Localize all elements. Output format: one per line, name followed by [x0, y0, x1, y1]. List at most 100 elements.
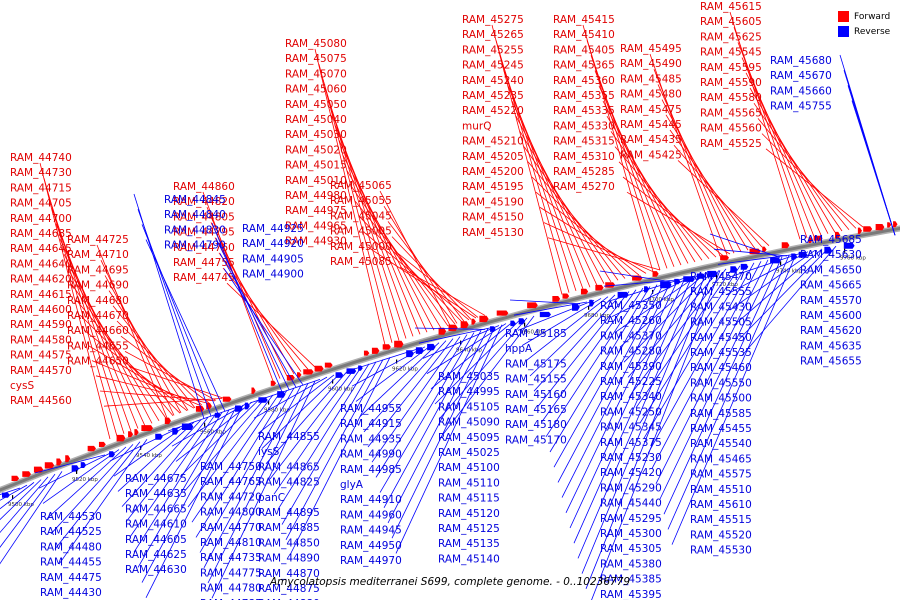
- gene-forward-57: [562, 293, 570, 299]
- leader-ram_45005: [391, 236, 472, 320]
- gene-label-ram_45280: RAM_45280: [600, 346, 662, 358]
- leader-ram_44650: [128, 366, 224, 399]
- gene-forward-59: [580, 288, 589, 295]
- scale-tick-7: [460, 340, 462, 345]
- leader-ram_44790: [145, 239, 226, 412]
- gene-label-ram_44895: RAM_44895: [258, 507, 320, 519]
- gene-label-ram_44960: RAM_44960: [340, 509, 402, 521]
- scale-label-5: 9600 kbp: [328, 387, 354, 393]
- gene-forward-45: [438, 327, 447, 335]
- gene-forward-14: [134, 429, 139, 436]
- gene-label-ram_44900: RAM_44900: [242, 269, 304, 281]
- gene-label-ram_44975: RAM_44975: [285, 205, 347, 217]
- gene-label-ram_45130: RAM_45130: [462, 227, 524, 239]
- leader-ram_44645: [63, 254, 153, 424]
- gene-label-ram_44950: RAM_44950: [340, 540, 402, 552]
- gene-label-ram_44475: RAM_44475: [40, 572, 102, 584]
- gene-forward-6: [65, 455, 71, 463]
- scale-tick-11: [716, 275, 718, 280]
- leader-ram_45360: [598, 85, 682, 266]
- gene-label-ram_44920: RAM_44920: [242, 238, 304, 250]
- gene-label-ram_45065: RAM_45065: [330, 180, 392, 192]
- gene-forward-82: [813, 235, 823, 241]
- leader-ram_45455: [639, 265, 741, 424]
- gene-forward-39: [371, 347, 380, 354]
- leader-hppa: [418, 327, 493, 344]
- gene-label-ram_45595: RAM_45595: [700, 62, 762, 74]
- leader-ram_44950: [285, 359, 384, 540]
- gene-label-ram_44615: RAM_44615: [10, 289, 72, 301]
- gene-label-ram_44750: RAM_44750: [200, 461, 262, 473]
- leader-ram_45000: [395, 251, 479, 318]
- leader-ram_44675: [34, 454, 106, 474]
- gene-forward-28: [270, 380, 277, 386]
- gene-forward-90: [893, 221, 898, 228]
- gene-label-ram_45755: RAM_45755: [770, 101, 832, 113]
- gene-label-ram_45540: RAM_45540: [690, 438, 752, 450]
- gene-label-ram_44725: RAM_44725: [67, 234, 129, 246]
- gene-label-ram_45570: RAM_45570: [800, 295, 862, 307]
- gene-label-ram_44660: RAM_44660: [67, 325, 129, 337]
- gene-label-ram_45025: RAM_45025: [438, 447, 500, 459]
- gene-reverse-85: [843, 242, 855, 249]
- gene-label-ram_44580: RAM_44580: [10, 334, 72, 346]
- leader-ram_44660: [120, 335, 210, 404]
- gene-reverse-0: [2, 492, 10, 498]
- gene-label-lyss: lysS: [258, 446, 280, 458]
- leader-ram_45275: [491, 24, 563, 295]
- gene-label-ram_45090: RAM_45090: [438, 417, 500, 429]
- gene-label-ram_45455: RAM_45455: [690, 423, 752, 435]
- gene-label-ram_44685: RAM_44685: [10, 228, 72, 240]
- gene-label-ram_45110: RAM_45110: [438, 477, 500, 489]
- gene-forward-78: [781, 242, 790, 249]
- gene-label-ram_44990: RAM_44990: [340, 449, 402, 461]
- leader-ram_45565: [757, 118, 850, 230]
- gene-label-ram_45510: RAM_45510: [690, 484, 752, 496]
- forward-swatch: [838, 11, 849, 22]
- leader-ram_44625: [54, 441, 141, 550]
- gene-label-ram_45345: RAM_45345: [600, 422, 662, 434]
- gene-forward-51: [496, 310, 509, 316]
- gene-label-ram_45080: RAM_45080: [285, 38, 347, 50]
- leader-ram_44740: [39, 162, 111, 440]
- gene-forward-48: [471, 318, 476, 325]
- gene-label-ram_44785: RAM_44785: [200, 598, 262, 600]
- gene-label-ram_44825: RAM_44825: [258, 477, 320, 489]
- gene-label-ram_45390: RAM_45390: [600, 361, 662, 373]
- leader-ram_44755: [222, 267, 309, 370]
- leader-ram_45545: [741, 57, 822, 236]
- leader-ram_45315: [614, 146, 710, 259]
- leader-ram_45630: [713, 248, 788, 257]
- gene-label-ram_44745: RAM_44745: [173, 272, 235, 284]
- gene-label-ram_45600: RAM_45600: [800, 310, 862, 322]
- leader-ram_45125: [387, 328, 489, 524]
- gene-label-ram_45550: RAM_45550: [690, 377, 752, 389]
- leader-ram_45365: [594, 70, 675, 267]
- gene-label-ram_45530: RAM_45530: [690, 545, 752, 557]
- gene-label-ram_44640: RAM_44640: [10, 258, 72, 270]
- gene-reverse-8: [80, 462, 87, 468]
- gene-label-ram_45100: RAM_45100: [438, 462, 500, 474]
- gene-label-ram_45010: RAM_45010: [285, 175, 347, 187]
- gene-label-cyss: cysS: [10, 380, 34, 392]
- leader-ram_45625: [737, 42, 815, 237]
- leader-ram_45405: [590, 55, 668, 269]
- leader-ram_45385: [581, 273, 707, 574]
- leader-ram_44605: [50, 444, 134, 535]
- gene-label-ram_44600: RAM_44600: [10, 304, 72, 316]
- gene-label-ram_44705: RAM_44705: [10, 198, 72, 210]
- leader-ram_44430: [0, 473, 56, 548]
- gene-label-ram_45180: RAM_45180: [505, 419, 567, 431]
- leader-ram_45610: [659, 258, 776, 500]
- gene-label-ram_45500: RAM_45500: [690, 393, 752, 405]
- gene-forward-26: [251, 387, 256, 394]
- leader-ram_45355: [602, 100, 689, 264]
- gene-label-ram_44905: RAM_44905: [242, 253, 304, 265]
- gene-label-ram_45245: RAM_45245: [462, 60, 524, 72]
- gene-label-ram_45285: RAM_45285: [553, 166, 615, 178]
- gene-label-ram_45385: RAM_45385: [600, 574, 662, 586]
- gene-label-ram_44890: RAM_44890: [258, 553, 320, 565]
- gene-label-ram_45205: RAM_45205: [462, 151, 524, 163]
- gene-label-ram_44865: RAM_44865: [258, 461, 320, 473]
- leader-ram_44525: [0, 484, 28, 501]
